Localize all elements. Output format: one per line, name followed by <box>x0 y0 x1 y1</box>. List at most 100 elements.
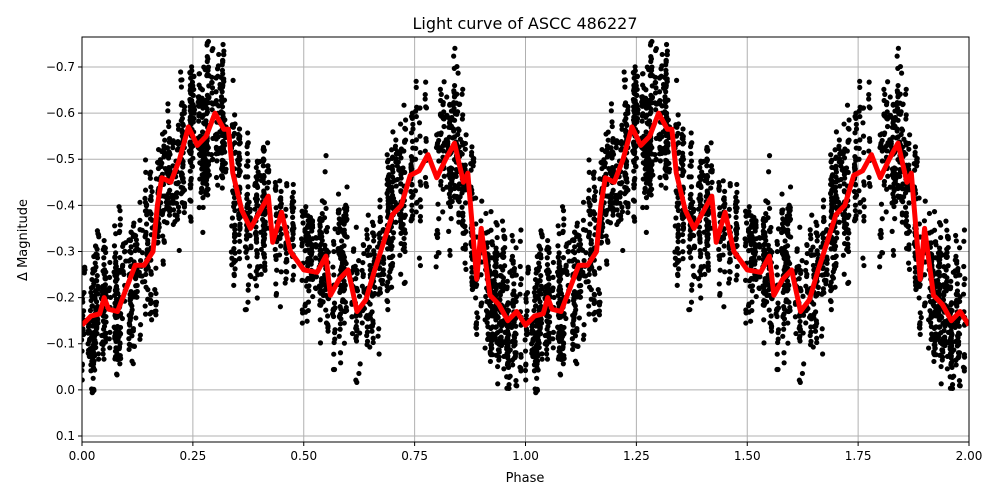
data-point <box>749 276 754 281</box>
data-point <box>413 188 418 193</box>
data-point <box>526 267 531 272</box>
data-point <box>102 324 107 329</box>
data-point <box>754 236 759 241</box>
data-point <box>310 242 315 247</box>
data-point <box>518 282 523 287</box>
data-point <box>444 94 449 99</box>
data-point <box>890 125 895 130</box>
data-point <box>418 204 423 209</box>
data-point <box>182 108 187 113</box>
data-point <box>343 309 348 314</box>
data-point <box>506 365 511 370</box>
data-point <box>126 347 131 352</box>
data-point <box>557 250 562 255</box>
data-point <box>442 174 447 179</box>
data-point <box>354 319 359 324</box>
data-point <box>907 229 912 234</box>
data-point <box>545 262 550 267</box>
data-point <box>140 228 145 233</box>
data-point <box>829 165 834 170</box>
data-point <box>502 263 507 268</box>
data-point <box>511 343 516 348</box>
data-point <box>854 213 859 218</box>
data-point <box>625 210 630 215</box>
data-point <box>688 255 693 260</box>
data-point <box>933 239 938 244</box>
data-point <box>452 46 457 51</box>
data-point <box>190 110 195 115</box>
data-point <box>511 261 516 266</box>
data-point <box>230 78 235 83</box>
data-point <box>845 236 850 241</box>
data-point <box>473 282 478 287</box>
data-point <box>891 204 896 209</box>
data-point <box>775 272 780 277</box>
data-point <box>501 228 506 233</box>
data-point <box>660 52 665 57</box>
data-point <box>148 194 153 199</box>
data-point <box>749 231 754 236</box>
data-point <box>946 245 951 250</box>
data-point <box>128 301 133 306</box>
data-point <box>940 350 945 355</box>
data-point <box>843 170 848 175</box>
data-point <box>882 132 887 137</box>
data-point <box>131 326 136 331</box>
data-point <box>808 330 813 335</box>
data-point <box>606 138 611 143</box>
data-point <box>749 299 754 304</box>
data-point <box>592 293 597 298</box>
data-point <box>441 116 446 121</box>
data-point <box>518 239 523 244</box>
data-point <box>706 266 711 271</box>
data-point <box>748 319 753 324</box>
data-point <box>138 258 143 263</box>
data-point <box>821 204 826 209</box>
data-point <box>473 295 478 300</box>
data-point <box>513 383 518 388</box>
data-point <box>278 189 283 194</box>
data-point <box>644 112 649 117</box>
data-point <box>469 144 474 149</box>
data-point <box>646 163 651 168</box>
data-point <box>385 307 390 312</box>
data-point <box>538 278 543 283</box>
data-point <box>962 276 967 281</box>
data-point <box>689 140 694 145</box>
data-point <box>409 130 414 135</box>
data-point <box>148 301 153 306</box>
data-point <box>471 159 476 164</box>
data-point <box>906 247 911 252</box>
data-point <box>853 208 858 213</box>
data-point <box>631 185 636 190</box>
data-point <box>485 320 490 325</box>
data-point <box>413 109 418 114</box>
data-point <box>592 211 597 216</box>
data-point <box>310 218 315 223</box>
data-point <box>586 303 591 308</box>
data-point <box>179 77 184 82</box>
data-point <box>583 273 588 278</box>
data-point <box>305 213 310 218</box>
data-point <box>523 348 528 353</box>
data-point <box>961 264 966 269</box>
data-point <box>236 232 241 237</box>
data-point <box>689 158 694 163</box>
data-point <box>892 108 897 113</box>
data-point <box>583 250 588 255</box>
data-point <box>892 216 897 221</box>
data-point <box>417 134 422 139</box>
data-point <box>277 236 282 241</box>
data-point <box>551 345 556 350</box>
data-point <box>862 204 867 209</box>
data-point <box>237 126 242 131</box>
data-point <box>648 143 653 148</box>
data-point <box>706 260 711 265</box>
data-point <box>581 218 586 223</box>
data-point <box>721 178 726 183</box>
data-point <box>510 238 515 243</box>
data-point <box>385 299 390 304</box>
data-point <box>949 365 954 370</box>
data-point <box>501 255 506 260</box>
data-point <box>231 272 236 277</box>
